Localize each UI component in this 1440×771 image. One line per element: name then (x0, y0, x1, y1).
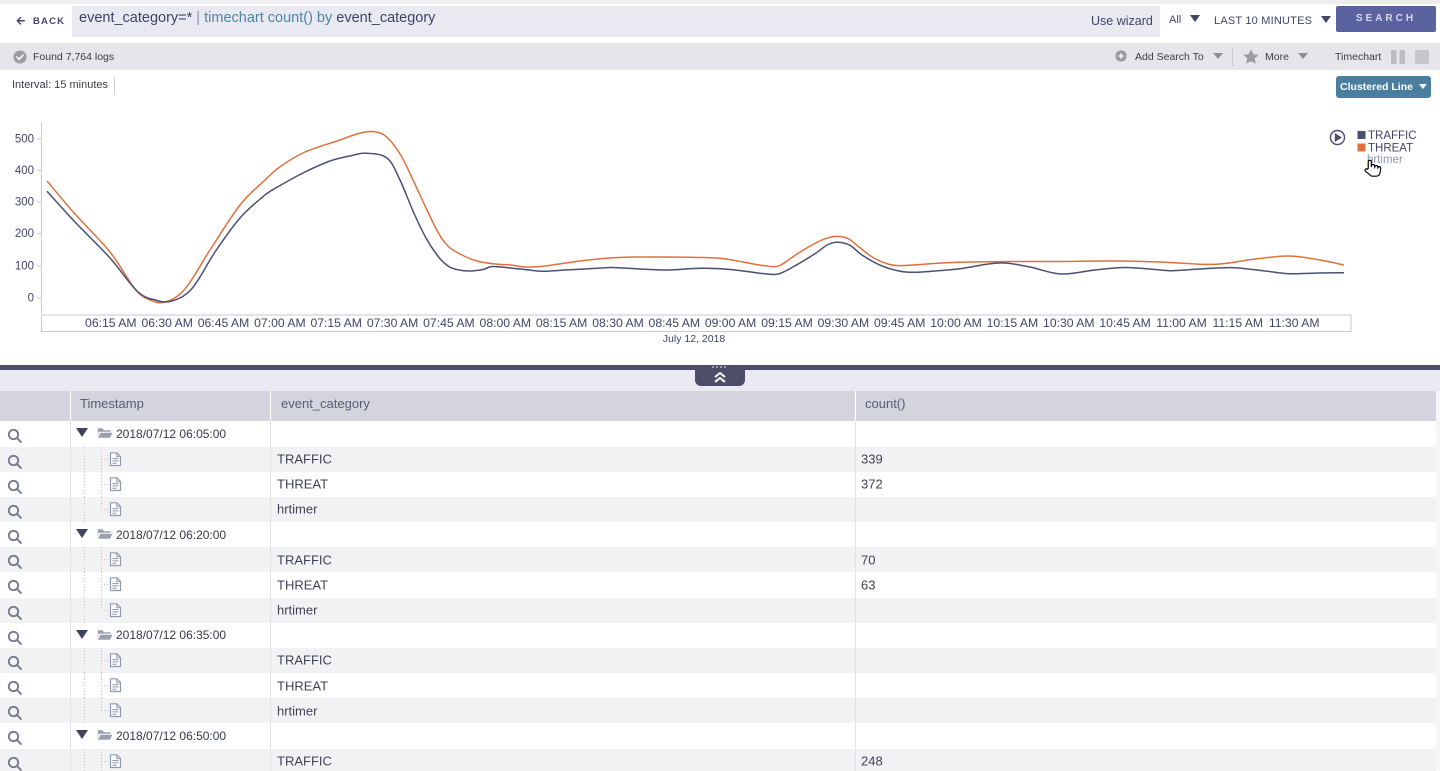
svg-text:08:45 AM: 08:45 AM (649, 316, 701, 330)
svg-text:08:00 AM: 08:00 AM (480, 316, 532, 330)
svg-text:08:15 AM: 08:15 AM (536, 316, 588, 330)
svg-text:10:00 AM: 10:00 AM (930, 316, 982, 330)
svg-text:07:15 AM: 07:15 AM (310, 316, 362, 330)
svg-text:09:15 AM: 09:15 AM (761, 316, 813, 330)
svg-text:06:45 AM: 06:45 AM (198, 316, 250, 330)
svg-text:11:15 AM: 11:15 AM (1213, 316, 1264, 330)
svg-text:08:30 AM: 08:30 AM (592, 316, 644, 330)
svg-text:07:30 AM: 07:30 AM (367, 316, 419, 330)
svg-text:300: 300 (15, 197, 34, 209)
svg-text:TRAFFIC: TRAFFIC (1368, 130, 1417, 142)
svg-text:100: 100 (15, 261, 34, 273)
svg-text:10:15 AM: 10:15 AM (987, 316, 1039, 330)
svg-text:200: 200 (15, 228, 34, 240)
svg-text:400: 400 (15, 165, 34, 177)
svg-text:11:30 AM: 11:30 AM (1269, 316, 1320, 330)
svg-text:THREAT: THREAT (1368, 143, 1413, 155)
svg-text:09:00 AM: 09:00 AM (705, 316, 757, 330)
svg-text:07:00 AM: 07:00 AM (254, 316, 306, 330)
svg-text:10:45 AM: 10:45 AM (1099, 316, 1151, 330)
svg-text:07:45 AM: 07:45 AM (423, 316, 475, 330)
svg-text:500: 500 (15, 134, 34, 146)
svg-text:July 12, 2018: July 12, 2018 (663, 333, 726, 345)
svg-text:06:15 AM: 06:15 AM (85, 316, 137, 330)
svg-text:hrtimer: hrtimer (1367, 154, 1403, 166)
svg-text:06:30 AM: 06:30 AM (141, 316, 193, 330)
svg-text:09:30 AM: 09:30 AM (818, 316, 870, 330)
svg-text:10:30 AM: 10:30 AM (1043, 316, 1095, 330)
svg-text:11:00 AM: 11:00 AM (1156, 316, 1207, 330)
svg-text:0: 0 (28, 293, 34, 305)
svg-text:09:45 AM: 09:45 AM (874, 316, 926, 330)
